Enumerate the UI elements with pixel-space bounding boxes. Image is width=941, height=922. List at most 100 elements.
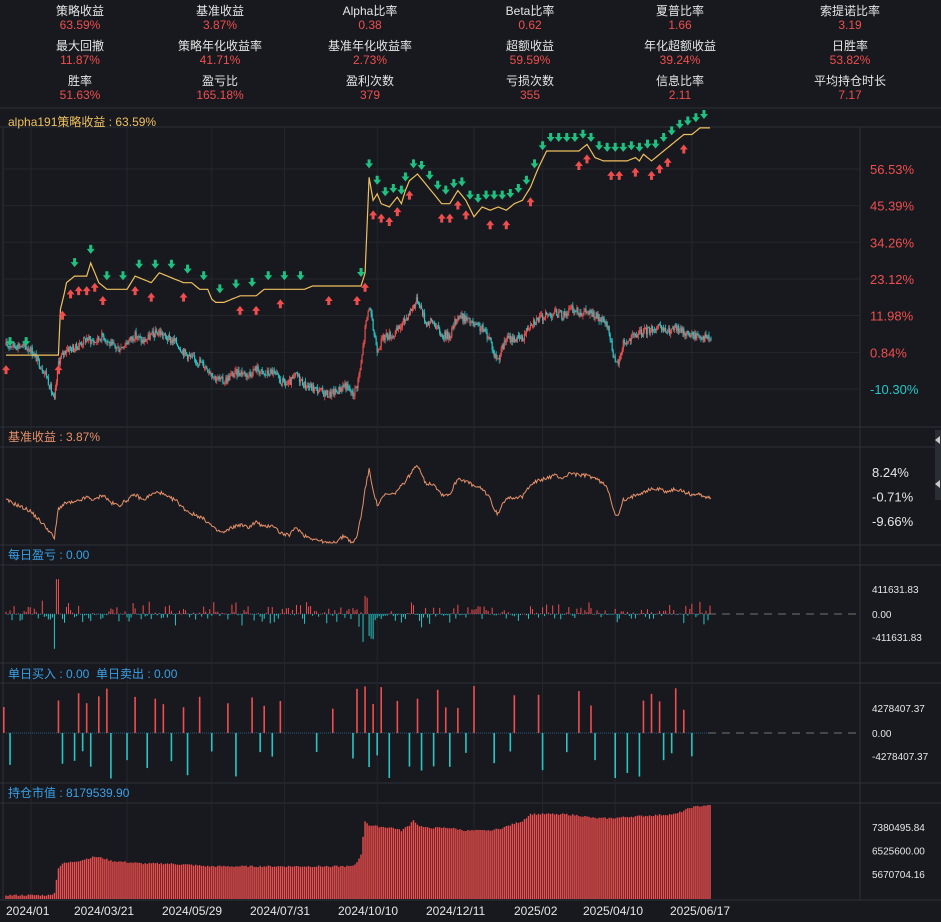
pnl-bar [372, 614, 374, 640]
position-bar [354, 864, 356, 899]
candle [81, 343, 83, 346]
sell-bar [376, 733, 378, 756]
position-bar [326, 865, 328, 899]
candle [595, 312, 597, 317]
candle [651, 326, 654, 333]
position-bar [662, 815, 665, 899]
sell-arrow-icon [199, 271, 208, 281]
pnl-bar [646, 609, 648, 614]
pnl-bar [136, 614, 138, 615]
candle [305, 387, 308, 389]
position-bar [144, 863, 146, 899]
pnl-bar [7, 614, 9, 615]
candle [99, 339, 101, 341]
position-bar [541, 813, 544, 899]
candle [366, 316, 368, 321]
scroll-down-icon[interactable] [935, 480, 940, 488]
pnl-bar [356, 609, 358, 614]
scroll-up-icon[interactable] [935, 436, 940, 444]
sell-arrow-icon [659, 132, 668, 142]
pnl-bar [509, 614, 511, 615]
pnl-bar [168, 605, 170, 614]
position-bar [447, 828, 449, 899]
candle [217, 376, 219, 380]
position-bar [416, 824, 419, 899]
buy-arrow-icon [324, 295, 333, 305]
candle [378, 349, 380, 351]
sell-arrow-icon [490, 190, 499, 200]
pnl-bar [213, 602, 215, 614]
strategy-line [6, 127, 710, 356]
candle [522, 340, 525, 342]
candle [532, 320, 535, 326]
position-bar [457, 829, 459, 899]
candle [691, 332, 693, 335]
candle [181, 350, 184, 354]
position-bar [166, 863, 169, 899]
stat-label: 胜率 [67, 74, 92, 88]
pnl-bar [17, 613, 19, 614]
candle [576, 307, 578, 312]
pnl-bar [558, 604, 560, 614]
position-bar [501, 828, 503, 899]
pnl-bar [501, 612, 503, 614]
pnl-bar [110, 608, 112, 614]
pnl-bar [550, 614, 552, 615]
position-bar [79, 860, 82, 899]
position-bar [352, 865, 354, 899]
position-bar [695, 805, 697, 899]
position-bar [27, 894, 29, 899]
candle [132, 336, 134, 341]
candle [150, 332, 152, 335]
candle [176, 344, 179, 346]
candle [90, 338, 92, 344]
candle [517, 335, 519, 337]
right-scroll-handle[interactable] [935, 430, 941, 500]
candle [28, 349, 30, 351]
candle [250, 373, 252, 376]
position-bar [289, 866, 292, 899]
pnl-bar [519, 614, 521, 616]
candle [354, 387, 356, 396]
candle [38, 359, 40, 368]
candle [313, 385, 315, 391]
position-bar [283, 866, 286, 899]
candle [272, 370, 274, 374]
position-bar [634, 816, 637, 899]
candle [226, 377, 228, 383]
pnl-bar [354, 610, 356, 614]
candle [542, 319, 545, 321]
candle [214, 376, 216, 377]
candle [501, 344, 503, 349]
pnl-bar [614, 608, 616, 614]
position-bar [98, 857, 100, 899]
stat-label: Alpha比率 [342, 4, 398, 18]
pnl-bar [304, 614, 306, 624]
pnl-bar [330, 614, 332, 615]
position-bar [309, 866, 312, 899]
pnl-bar [225, 613, 227, 615]
candle [191, 355, 194, 357]
position-bar [691, 807, 693, 899]
candle [538, 315, 541, 322]
buy-arrow-icon [385, 216, 394, 226]
pnl-bar [47, 614, 49, 620]
stat-item: 基准收益 3.87% [150, 4, 290, 32]
candle [590, 310, 592, 313]
pnl-bar [542, 607, 544, 614]
position-bar [426, 827, 429, 899]
candle [706, 337, 708, 339]
candle [699, 336, 701, 338]
sell-arrow-icon [433, 180, 442, 190]
sell-arrow-icon [699, 109, 708, 119]
candle [659, 325, 662, 326]
sell-arrow-icon [627, 141, 636, 151]
candle [392, 336, 394, 338]
candle [135, 331, 137, 339]
candle [592, 311, 594, 317]
candle [461, 313, 463, 319]
sell-bar [352, 733, 354, 759]
position-bar [693, 806, 695, 899]
candle [365, 320, 367, 327]
candle [370, 308, 372, 314]
